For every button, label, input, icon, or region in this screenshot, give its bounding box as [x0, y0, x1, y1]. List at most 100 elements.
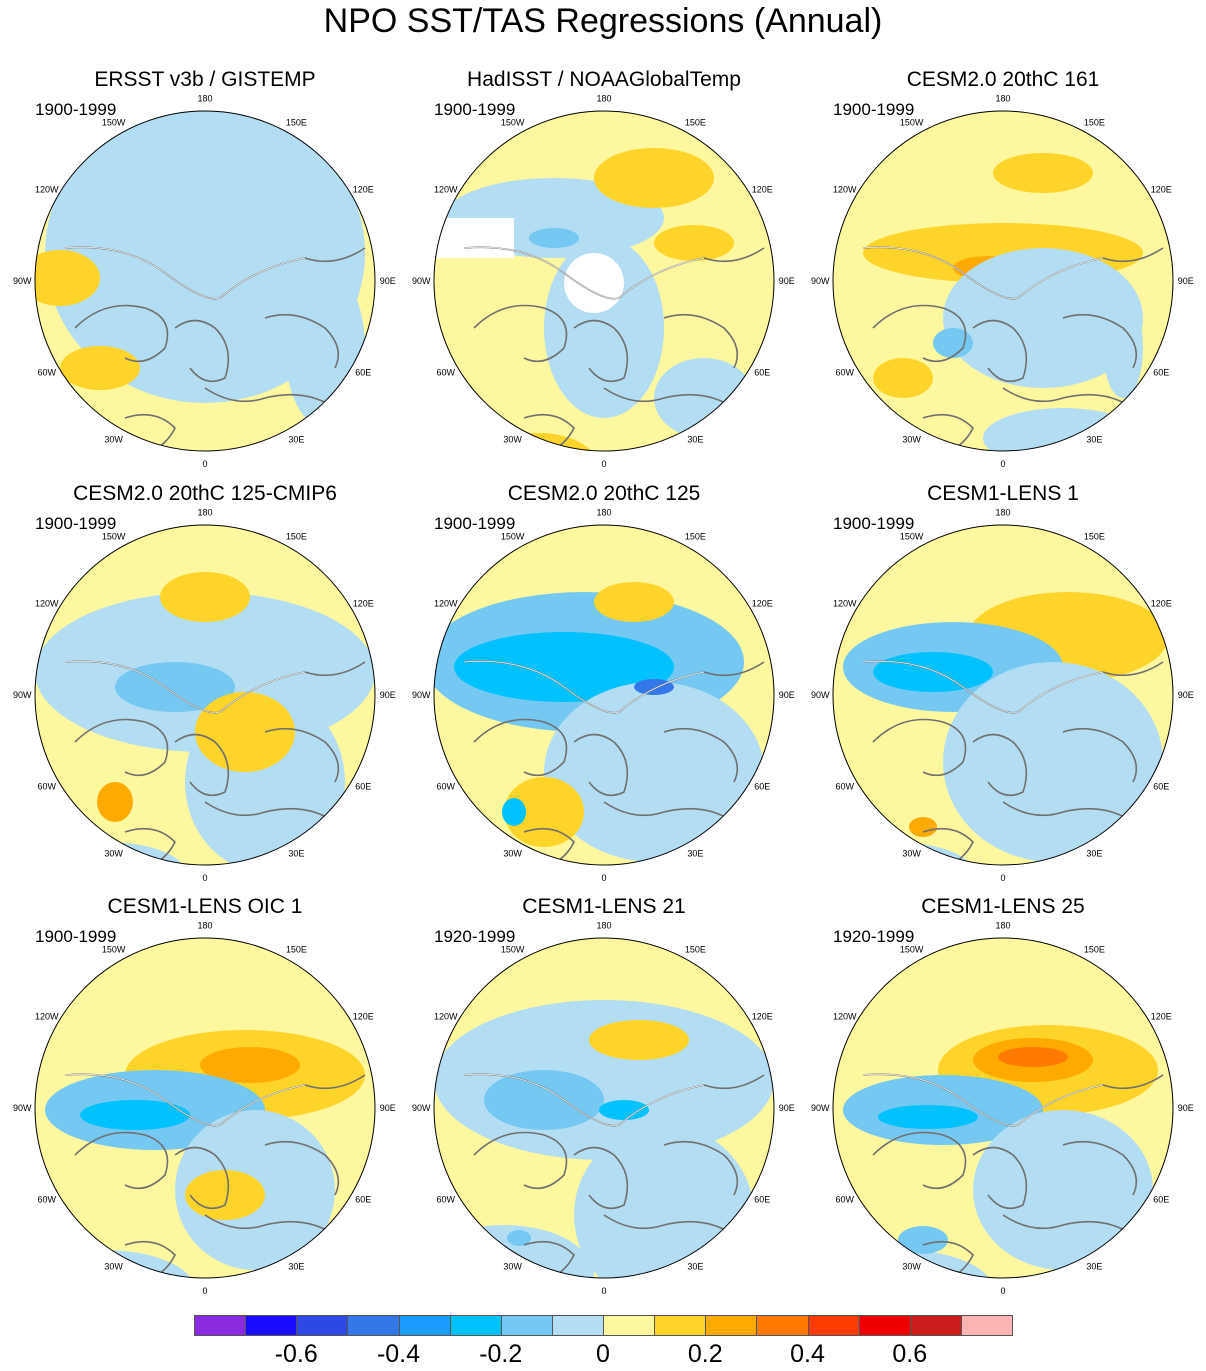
- anomaly-region: [544, 682, 764, 862]
- longitude-label: 0: [601, 873, 606, 883]
- longitude-label: 150W: [501, 945, 525, 955]
- longitude-label: 0: [1000, 459, 1005, 469]
- panel-period: 1900-1999: [434, 514, 516, 533]
- colorbar-swatch: [603, 1315, 656, 1336]
- anomaly-region: [1103, 298, 1143, 398]
- coastline: [204, 1214, 336, 1236]
- coastline-highlight: [862, 660, 1104, 714]
- longitude-label: 60W: [835, 781, 854, 791]
- anomaly-region: [529, 228, 579, 248]
- longitude-label: 90E: [1178, 276, 1194, 286]
- longitude-label: 120W: [434, 185, 458, 195]
- longitude-label: 30E: [288, 848, 304, 858]
- polar-map: 180 150E 120E 90E 60E 30E 0 30W 60W 90W 120W 150W: [13, 920, 396, 1296]
- longitude-label: 180: [995, 507, 1010, 517]
- longitude-label: 0: [601, 459, 606, 469]
- longitude-label: 0: [601, 1286, 606, 1296]
- longitude-label: 90W: [13, 1103, 32, 1113]
- longitude-label: 150W: [501, 118, 525, 128]
- longitude-label: 120E: [752, 599, 773, 609]
- longitude-label: 90W: [811, 1103, 830, 1113]
- anomaly-region: [80, 1100, 190, 1130]
- missing-data-region: [564, 253, 624, 313]
- coastline: [473, 1131, 568, 1190]
- anomaly-region: [973, 1110, 1153, 1270]
- longitude-label: 120W: [434, 1012, 458, 1022]
- anomaly-region: [507, 1230, 531, 1246]
- anomaly-region: [943, 248, 1143, 388]
- longitude-label: 150W: [102, 118, 126, 128]
- colorbar-swatch: [960, 1315, 1013, 1336]
- coastline: [1002, 1214, 1134, 1236]
- longitude-label: 90E: [380, 1103, 396, 1113]
- map-border: [832, 524, 1174, 866]
- longitude-label: 120W: [833, 1012, 857, 1022]
- map-panel-3: CESM2.0 20thC 161 1900-1999 180 150E 120E 9…: [803, 68, 1203, 473]
- longitude-label: 90E: [779, 690, 795, 700]
- panel-title: ERSST v3b / GISTEMP: [94, 68, 316, 91]
- coastline: [972, 1146, 1028, 1210]
- panel-title: CESM1-LENS 1: [927, 482, 1079, 505]
- polar-map: 180 150E 120E 90E 60E 30E 0 30W 60W 90W 120W 150W: [811, 93, 1194, 469]
- longitude-label: 120E: [1151, 1012, 1172, 1022]
- anomaly-region: [873, 652, 993, 692]
- polar-map: 180 150E 120E 90E 60E 30E 0 30W 60W 90W 120W 150W: [13, 507, 396, 883]
- longitude-label: 90W: [811, 276, 830, 286]
- map-border: [34, 110, 376, 452]
- panel-title: HadISST / NOAAGlobalTemp: [467, 68, 741, 91]
- anomaly-region: [943, 662, 1163, 862]
- longitude-label: 150E: [1084, 532, 1105, 542]
- longitude-label: 60E: [355, 1194, 371, 1204]
- coastline: [972, 319, 1028, 383]
- longitude-label: 60E: [355, 367, 371, 377]
- longitude-label: 90E: [1178, 1103, 1194, 1113]
- coastline: [1002, 387, 1134, 409]
- longitude-label: 60W: [37, 367, 56, 377]
- coastline: [872, 1131, 967, 1190]
- polar-map: 180 150E 120E 90E 60E 30E 0 30W 60W 90W 120W 150W: [412, 93, 795, 469]
- anomaly-region: [454, 632, 674, 702]
- coastline: [1062, 1140, 1138, 1196]
- map-border: [433, 937, 775, 1279]
- longitude-label: 150E: [286, 118, 307, 128]
- coastline: [74, 1131, 169, 1190]
- longitude-label: 120E: [752, 1012, 773, 1022]
- coastline: [264, 1140, 340, 1196]
- anomaly-region: [983, 408, 1143, 451]
- coastline: [1062, 313, 1138, 369]
- anomaly-region: [160, 572, 250, 622]
- longitude-label: 90W: [13, 690, 32, 700]
- map-panel-8: CESM1-LENS 21 1920-1999 180 150E 120E 90E 60…: [404, 895, 804, 1300]
- coastline: [473, 718, 568, 777]
- colorbar-swatch: [500, 1315, 553, 1336]
- colorbar: [194, 1315, 1013, 1338]
- colorbar-swatch: [449, 1315, 502, 1336]
- coastline-highlight: [862, 1073, 1104, 1127]
- longitude-label: 90E: [779, 1103, 795, 1113]
- anomaly-region: [35, 250, 100, 306]
- polar-map: 180 150E 120E 90E 60E 30E 0 30W 60W 90W 120W 150W: [811, 507, 1194, 883]
- panel-title: CESM1-LENS 25: [921, 895, 1085, 918]
- anomaly-region: [85, 158, 205, 228]
- colorbar-swatch: [705, 1315, 758, 1336]
- panel-period: 1900-1999: [35, 100, 117, 119]
- anomaly-region: [599, 1100, 649, 1120]
- longitude-label: 120W: [35, 1012, 59, 1022]
- coastline: [174, 319, 230, 383]
- anomaly-region: [878, 1105, 978, 1129]
- anomaly-region: [434, 1000, 774, 1160]
- anomaly-region: [654, 225, 734, 261]
- longitude-label: 150W: [501, 532, 525, 542]
- longitude-label: 60E: [1153, 781, 1169, 791]
- longitude-label: 120E: [353, 1012, 374, 1022]
- coastline-highlight: [862, 246, 1104, 300]
- missing-data-region: [434, 218, 514, 258]
- coastline: [74, 304, 169, 363]
- panel-period: 1900-1999: [833, 100, 915, 119]
- colorbar-swatch: [654, 1315, 707, 1336]
- colorbar-tick-label: -0.2: [479, 1340, 523, 1368]
- longitude-label: 120E: [353, 599, 374, 609]
- colorbar-tick-label: 0.4: [790, 1340, 825, 1368]
- colorbar-tick-label: 0.2: [687, 1340, 723, 1368]
- longitude-label: 30W: [503, 848, 522, 858]
